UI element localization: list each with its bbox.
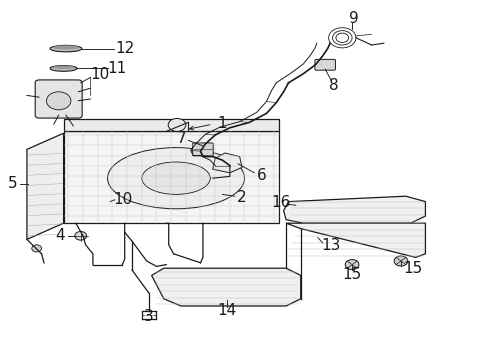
Polygon shape [27, 133, 63, 239]
Polygon shape [151, 268, 300, 306]
Text: 13: 13 [321, 238, 340, 253]
Polygon shape [63, 119, 278, 131]
Text: 10: 10 [90, 67, 110, 82]
Circle shape [75, 231, 86, 240]
Text: 14: 14 [217, 303, 237, 318]
FancyBboxPatch shape [192, 143, 213, 156]
Text: 9: 9 [348, 11, 358, 26]
Ellipse shape [53, 66, 74, 69]
Text: 8: 8 [328, 78, 338, 93]
Circle shape [168, 118, 185, 131]
Ellipse shape [50, 66, 77, 71]
Circle shape [393, 256, 407, 266]
Text: 12: 12 [115, 41, 134, 56]
Text: 16: 16 [271, 195, 290, 210]
Text: 6: 6 [256, 168, 266, 183]
FancyBboxPatch shape [314, 59, 335, 70]
FancyBboxPatch shape [35, 80, 82, 118]
Text: 11: 11 [107, 61, 127, 76]
Text: 1: 1 [217, 116, 227, 131]
Text: 10: 10 [113, 192, 133, 207]
Text: 4: 4 [55, 228, 64, 243]
Text: 15: 15 [342, 267, 361, 282]
Text: 2: 2 [237, 190, 246, 205]
Polygon shape [285, 223, 425, 257]
Text: 5: 5 [7, 176, 17, 191]
Ellipse shape [53, 45, 80, 50]
Text: 7: 7 [177, 131, 186, 146]
Polygon shape [212, 153, 242, 173]
Ellipse shape [142, 162, 210, 194]
Circle shape [345, 260, 358, 270]
Circle shape [32, 245, 41, 252]
Text: 15: 15 [403, 261, 422, 276]
Ellipse shape [107, 148, 244, 209]
Polygon shape [283, 196, 425, 223]
Text: 3: 3 [144, 309, 154, 324]
Polygon shape [63, 131, 278, 223]
Ellipse shape [50, 45, 82, 52]
Circle shape [46, 92, 71, 110]
